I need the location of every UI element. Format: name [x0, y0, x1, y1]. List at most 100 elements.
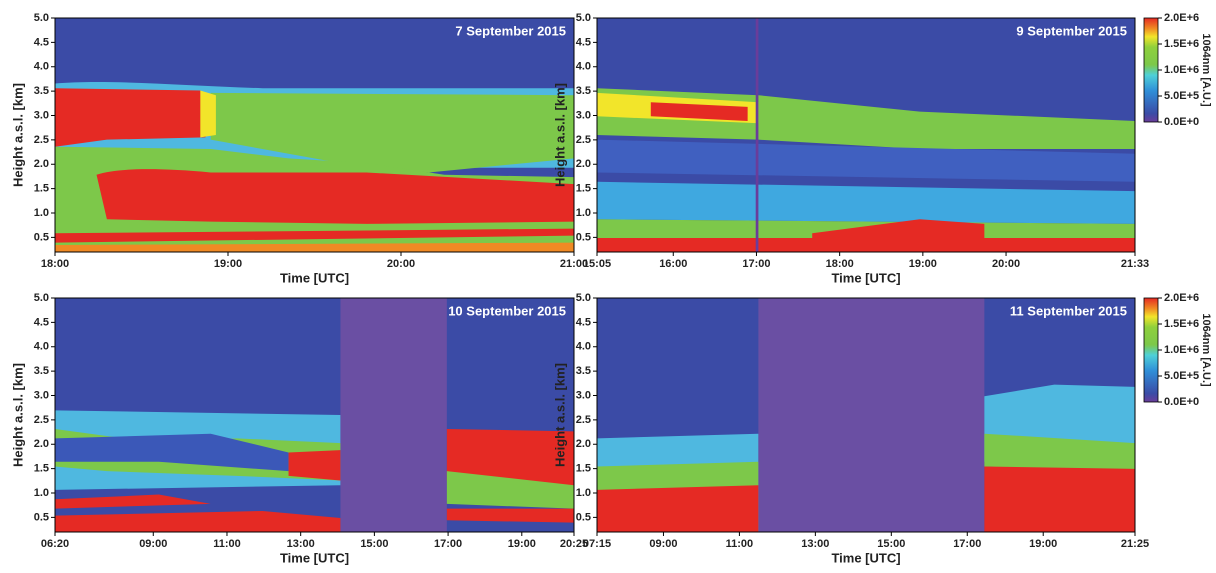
- panel-title: 7 September 2015: [455, 23, 566, 38]
- y-tick-label: 4.5: [576, 36, 591, 48]
- x-tick-label: 20:00: [387, 258, 415, 270]
- x-tick-label: 21:33: [1121, 258, 1149, 270]
- colorbar-label: 1064nm [A.U.]: [1200, 313, 1212, 387]
- x-tick-label: 21:25: [1121, 538, 1149, 550]
- y-tick-label: 1.5: [34, 463, 49, 475]
- y-axis-label: Height a.s.l. [km]: [552, 363, 567, 467]
- x-tick-label: 06:20: [41, 538, 69, 550]
- y-tick-label: 5.0: [34, 292, 49, 304]
- colorbar-tick-label: 1.0E+6: [1164, 64, 1199, 76]
- y-tick-label: 3.0: [34, 109, 49, 121]
- lidar-field: [55, 18, 574, 252]
- lidar-field: [597, 18, 1135, 252]
- y-tick-label: 2.0: [576, 158, 591, 170]
- plot-frame: [596, 297, 1136, 533]
- y-tick-label: 1.5: [576, 183, 591, 195]
- y-tick-label: 0.5: [34, 231, 49, 243]
- y-tick-label: 3.0: [576, 109, 591, 121]
- y-tick-label: 2.0: [34, 438, 49, 450]
- colorbar-tick-label: 5.0E+5: [1164, 370, 1199, 382]
- y-tick-label: 5.0: [576, 292, 591, 304]
- y-tick-label: 3.5: [34, 85, 49, 97]
- x-axis-label: Time [UTC]: [831, 270, 900, 285]
- x-tick-label: 09:00: [139, 538, 167, 550]
- y-tick-label: 1.0: [34, 207, 49, 219]
- x-tick-label: 15:00: [877, 538, 905, 550]
- x-tick-label: 18:00: [41, 258, 69, 270]
- lidar-field: [597, 298, 1135, 532]
- colorbar-tick-label: 1.5E+6: [1164, 38, 1199, 50]
- y-tick-label: 1.0: [576, 207, 591, 219]
- x-tick-label: 07:15: [583, 538, 611, 550]
- x-tick-label: 19:00: [214, 258, 242, 270]
- y-tick-label: 1.0: [576, 487, 591, 499]
- x-tick-label: 20:00: [992, 258, 1020, 270]
- y-tick-label: 0.5: [34, 511, 49, 523]
- colorbar-tick-label: 5.0E+5: [1164, 90, 1199, 102]
- y-tick-label: 2.0: [34, 158, 49, 170]
- x-axis-label: Time [UTC]: [280, 550, 349, 565]
- colorbar-tick-label: 2.0E+6: [1164, 12, 1199, 24]
- colorbar-tick-label: 1.5E+6: [1164, 318, 1199, 330]
- y-tick-label: 4.5: [34, 316, 49, 328]
- colorbar-tick-label: 0.0E+0: [1164, 396, 1199, 408]
- y-tick-label: 4.5: [576, 316, 591, 328]
- x-tick-label: 20:25: [560, 538, 588, 550]
- panel-title: 11 September 2015: [1010, 303, 1127, 318]
- x-tick-label: 17:00: [434, 538, 462, 550]
- x-tick-label: 19:00: [1029, 538, 1057, 550]
- colorbar-label: 1064nm [A.U.]: [1200, 33, 1212, 107]
- x-tick-label: 11:00: [213, 538, 241, 550]
- y-tick-label: 4.0: [576, 341, 591, 353]
- colorbar-tick-label: 1.0E+6: [1164, 344, 1199, 356]
- panel-title: 10 September 2015: [448, 303, 566, 318]
- x-tick-label: 19:00: [508, 538, 536, 550]
- y-axis-label: Height a.s.l. [km]: [10, 83, 25, 187]
- colorbar: [1143, 17, 1159, 123]
- y-tick-label: 1.0: [34, 487, 49, 499]
- y-tick-label: 4.0: [34, 341, 49, 353]
- y-tick-label: 3.5: [34, 365, 49, 377]
- y-tick-label: 3.5: [576, 365, 591, 377]
- y-tick-label: 3.0: [576, 389, 591, 401]
- panel-title: 9 September 2015: [1016, 23, 1127, 38]
- x-tick-label: 17:00: [742, 258, 770, 270]
- plot-frame: [596, 17, 1136, 253]
- x-tick-label: 17:00: [953, 538, 981, 550]
- x-axis-label: Time [UTC]: [831, 550, 900, 565]
- y-tick-label: 0.5: [576, 231, 591, 243]
- y-tick-label: 3.0: [34, 389, 49, 401]
- y-tick-label: 2.5: [576, 134, 591, 146]
- y-tick-label: 2.5: [34, 134, 49, 146]
- y-axis-label: Height a.s.l. [km]: [10, 363, 25, 467]
- x-tick-label: 11:00: [726, 538, 754, 550]
- y-tick-label: 4.0: [34, 61, 49, 73]
- y-tick-label: 5.0: [34, 12, 49, 24]
- x-tick-label: 15:00: [360, 538, 388, 550]
- y-tick-label: 2.5: [34, 414, 49, 426]
- x-tick-label: 18:00: [826, 258, 854, 270]
- plot-frame: [54, 17, 575, 253]
- y-axis-label: Height a.s.l. [km]: [552, 83, 567, 187]
- lidar-field: [55, 298, 574, 532]
- y-tick-label: 1.5: [576, 463, 591, 475]
- y-tick-label: 1.5: [34, 183, 49, 195]
- y-tick-label: 4.5: [34, 36, 49, 48]
- x-tick-label: 13:00: [287, 538, 315, 550]
- colorbar-tick-label: 0.0E+0: [1164, 116, 1199, 128]
- x-tick-label: 19:00: [909, 258, 937, 270]
- x-tick-label: 21:00: [560, 258, 588, 270]
- x-tick-label: 16:00: [659, 258, 687, 270]
- x-tick-label: 09:00: [649, 538, 677, 550]
- y-tick-label: 2.0: [576, 438, 591, 450]
- y-tick-label: 4.0: [576, 61, 591, 73]
- x-tick-label: 13:00: [801, 538, 829, 550]
- y-tick-label: 3.5: [576, 85, 591, 97]
- y-tick-label: 0.5: [576, 511, 591, 523]
- y-tick-label: 2.5: [576, 414, 591, 426]
- x-axis-label: Time [UTC]: [280, 270, 349, 285]
- colorbar: [1143, 297, 1159, 403]
- x-tick-label: 15:05: [583, 258, 611, 270]
- plot-frame: [54, 297, 575, 533]
